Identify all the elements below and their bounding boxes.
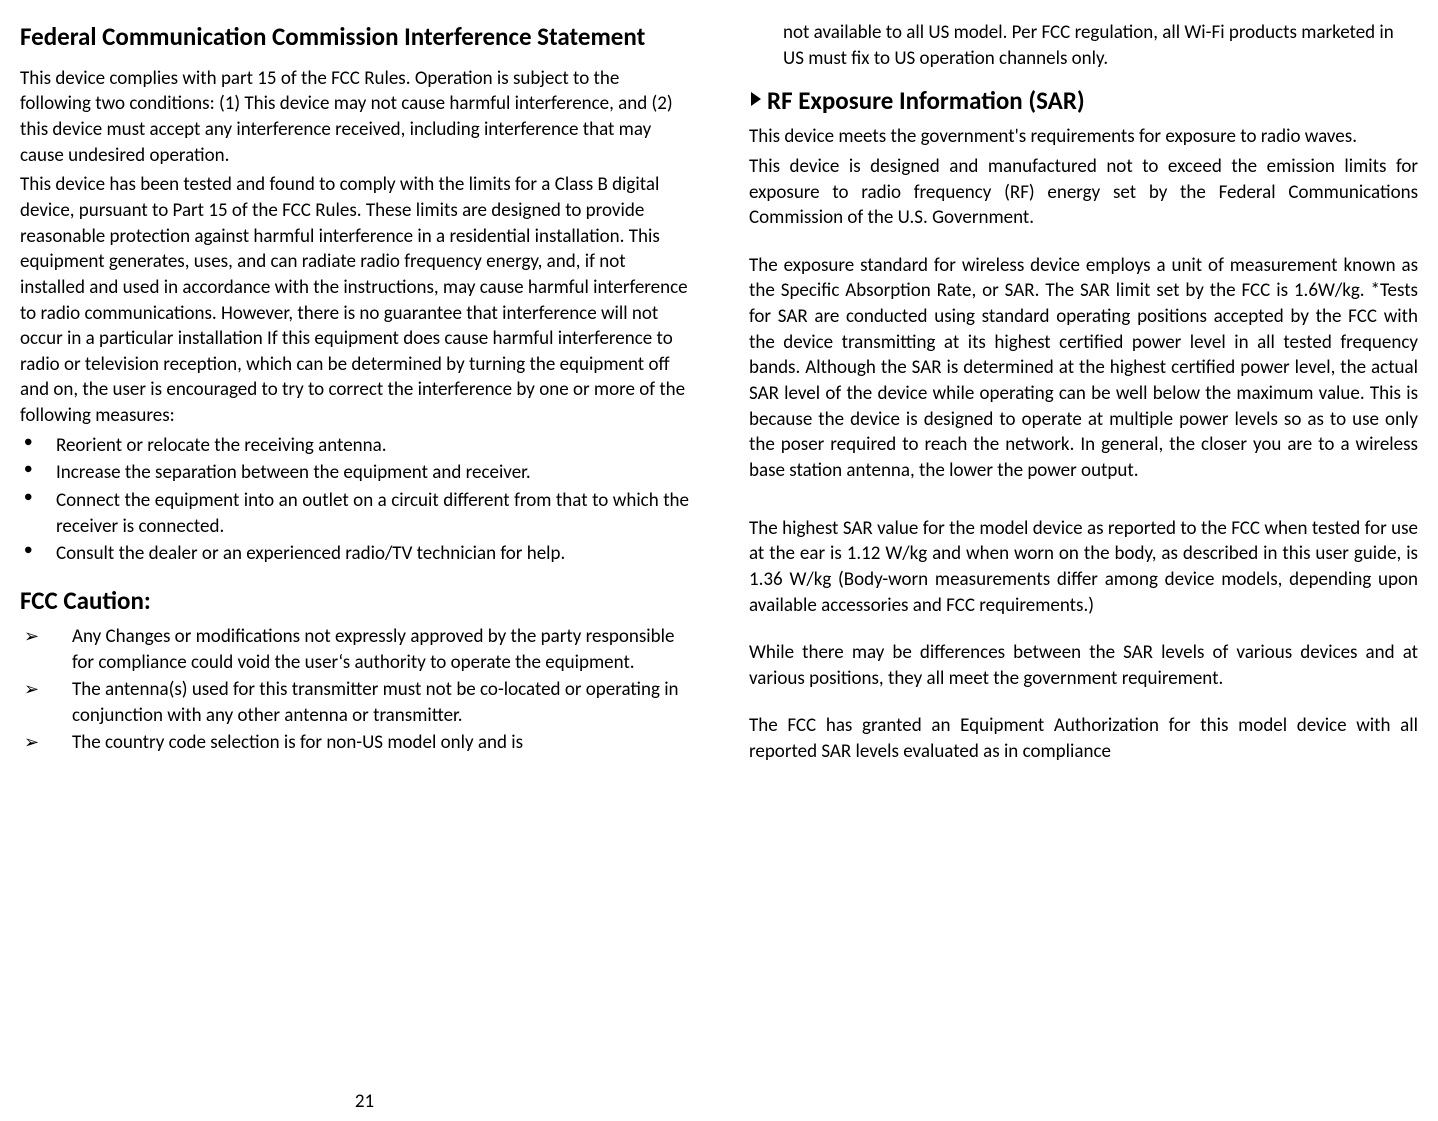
fcc-interference-heading: Federal Communication Commission Interfe… xyxy=(20,20,689,54)
list-item: The antenna(s) used for this transmitter… xyxy=(20,677,689,728)
page-container: Federal Communication Commission Interfe… xyxy=(0,0,1438,1121)
triangle-right-icon xyxy=(749,86,763,115)
rf-exposure-heading-text: RF Exposure Information (SAR) xyxy=(767,85,1085,116)
rf-para-3: The exposure standard for wireless devic… xyxy=(749,253,1418,484)
list-item: Reorient or relocate the receiving anten… xyxy=(20,433,689,459)
carryover-text: not available to all US model. Per FCC r… xyxy=(749,20,1418,71)
rf-para-1: This device meets the government's requi… xyxy=(749,124,1418,150)
list-item: Consult the dealer or an experienced rad… xyxy=(20,541,689,567)
right-page: not available to all US model. Per FCC r… xyxy=(729,0,1438,1121)
spacer xyxy=(749,488,1418,506)
spacer xyxy=(749,622,1418,640)
spacer xyxy=(749,695,1418,713)
page-number-left: 21 xyxy=(0,1090,729,1113)
fcc-para-1: This device complies with part 15 of the… xyxy=(20,66,689,169)
rf-para-5: While there may be differences between t… xyxy=(749,640,1418,691)
fcc-para-2: This device has been tested and found to… xyxy=(20,172,689,428)
fcc-measures-list: Reorient or relocate the receiving anten… xyxy=(20,433,689,567)
spacer xyxy=(749,235,1418,253)
fcc-caution-list: Any Changes or modifications not express… xyxy=(20,624,689,756)
left-page: Federal Communication Commission Interfe… xyxy=(0,0,729,1121)
fcc-caution-heading: FCC Caution: xyxy=(20,585,689,616)
spacer xyxy=(749,506,1418,516)
rf-para-6: The FCC has granted an Equipment Authori… xyxy=(749,713,1418,764)
rf-para-2: This device is designed and manufactured… xyxy=(749,154,1418,231)
list-item: Increase the separation between the equi… xyxy=(20,460,689,486)
rf-para-4: The highest SAR value for the model devi… xyxy=(749,516,1418,619)
rf-exposure-heading: RF Exposure Information (SAR) xyxy=(749,85,1418,116)
list-item: Connect the equipment into an outlet on … xyxy=(20,488,689,539)
list-item: The country code selection is for non-US… xyxy=(20,730,689,756)
list-item: Any Changes or modifications not express… xyxy=(20,624,689,675)
